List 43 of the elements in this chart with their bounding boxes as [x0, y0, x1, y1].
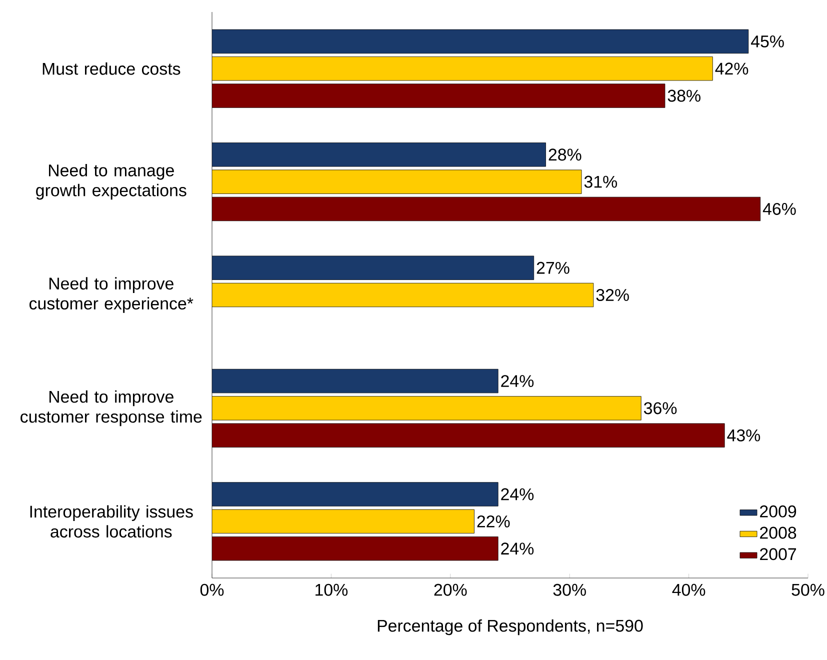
- y-tick-label: Need to improve customer response time: [20, 390, 202, 426]
- bar: [212, 282, 594, 308]
- bar: [212, 56, 713, 81]
- y-tick-label: Interoperability issues across locations: [30, 505, 193, 538]
- bar: [212, 196, 761, 222]
- bar: [212, 423, 725, 448]
- data-label: 31%: [584, 176, 618, 188]
- bar: [212, 84, 666, 108]
- bar: [212, 509, 474, 534]
- x-tick-label: 40%: [672, 584, 706, 596]
- x-tick-label: 10%: [316, 584, 348, 596]
- bar: [212, 256, 534, 280]
- legend-label: 2009: [760, 505, 796, 518]
- data-label: 43%: [727, 429, 760, 442]
- x-tick-label: 30%: [553, 584, 586, 596]
- y-tick-label: Need to improve customer experience*: [30, 277, 194, 313]
- x-tick-label: 20%: [434, 584, 467, 596]
- bar: [212, 482, 498, 506]
- data-label: 27%: [536, 262, 570, 274]
- bar: [212, 368, 498, 394]
- data-label: 46%: [762, 202, 796, 215]
- x-axis-title: Percentage of Respondents, n=590: [378, 619, 643, 636]
- data-label: 28%: [548, 148, 582, 161]
- data-label: 24%: [501, 488, 534, 500]
- x-tick-label: 0%: [200, 584, 224, 596]
- data-label: 42%: [715, 62, 748, 75]
- bar: [212, 29, 749, 54]
- data-label: 36%: [644, 402, 677, 414]
- data-label: 38%: [668, 90, 700, 102]
- data-label: 45%: [750, 35, 784, 48]
- legend-label: 2008: [760, 526, 796, 539]
- x-tick-label: 50%: [792, 584, 824, 596]
- legend-label: 2007: [760, 548, 796, 560]
- data-label: 22%: [477, 515, 510, 528]
- data-label: 24%: [501, 375, 534, 387]
- y-tick-label: Must reduce costs: [42, 62, 180, 75]
- bar: [212, 536, 498, 561]
- y-tick-label: Need to manage growth expectations: [36, 164, 186, 200]
- bar: [212, 142, 546, 167]
- bar: [212, 170, 582, 194]
- data-label: 24%: [501, 542, 534, 555]
- data-label: 32%: [596, 289, 629, 302]
- bar: [212, 396, 642, 420]
